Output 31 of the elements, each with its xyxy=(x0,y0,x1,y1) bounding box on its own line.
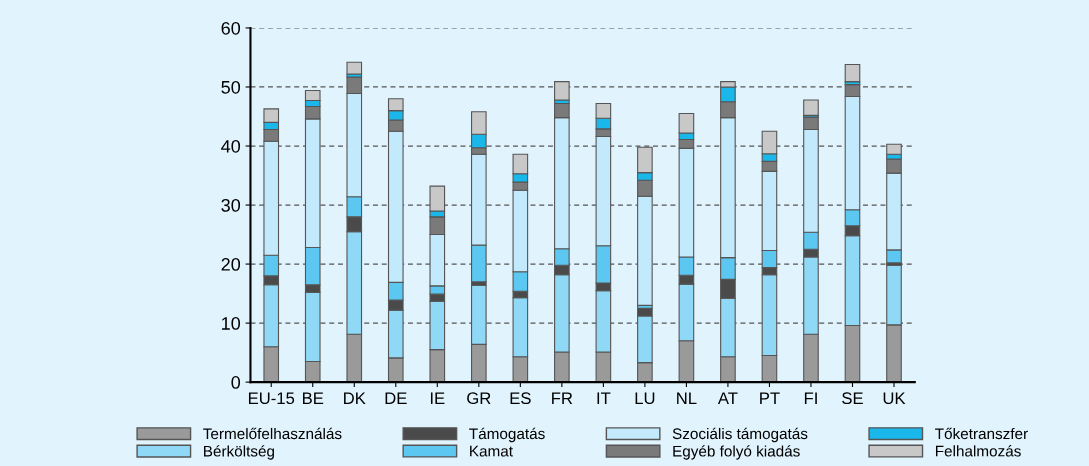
x-tick-label: FR xyxy=(552,392,573,404)
legend-label: Tőketranszfer xyxy=(935,427,1028,440)
y-tick-label: 20 xyxy=(221,258,241,271)
x-tick-label: DK xyxy=(344,392,366,404)
legend-label: Kamat xyxy=(470,445,513,457)
x-tick-label: UK xyxy=(883,392,906,405)
x-tick-label: SE xyxy=(842,392,863,405)
x-tick-label: IT xyxy=(597,392,611,404)
x-tick-label: EU-15 xyxy=(248,392,295,405)
y-tick-label: 0 xyxy=(231,376,241,389)
legend-label: Felhalmozás xyxy=(935,445,1021,457)
x-tick-label: NL xyxy=(677,392,697,404)
x-tick-label: FI xyxy=(804,392,817,404)
x-tick-label: IE xyxy=(430,392,445,404)
y-tick-label: 60 xyxy=(221,21,241,35)
x-tick-label: DE xyxy=(385,392,407,404)
y-tick-label: 50 xyxy=(221,80,241,94)
x-tick-label: AT xyxy=(717,392,738,404)
y-tick-label: 10 xyxy=(222,317,241,330)
x-tick-label: GR xyxy=(467,392,491,405)
legend-label: Termelőfelhasználás xyxy=(203,427,342,440)
x-tick-label: ES xyxy=(510,392,531,405)
legend-label: Egyéb folyó kiadás xyxy=(673,445,800,460)
x-tick-label: LU xyxy=(635,392,655,405)
legend-label: Szociális támogatás xyxy=(672,427,808,443)
legend-label: Támogatás xyxy=(469,427,545,443)
x-tick-label: BE xyxy=(303,392,324,404)
y-tick-label: 40 xyxy=(221,139,241,153)
x-tick-label: PT xyxy=(760,392,780,404)
y-tick-label: 30 xyxy=(221,198,241,212)
legend-label: Bérköltség xyxy=(204,445,274,460)
